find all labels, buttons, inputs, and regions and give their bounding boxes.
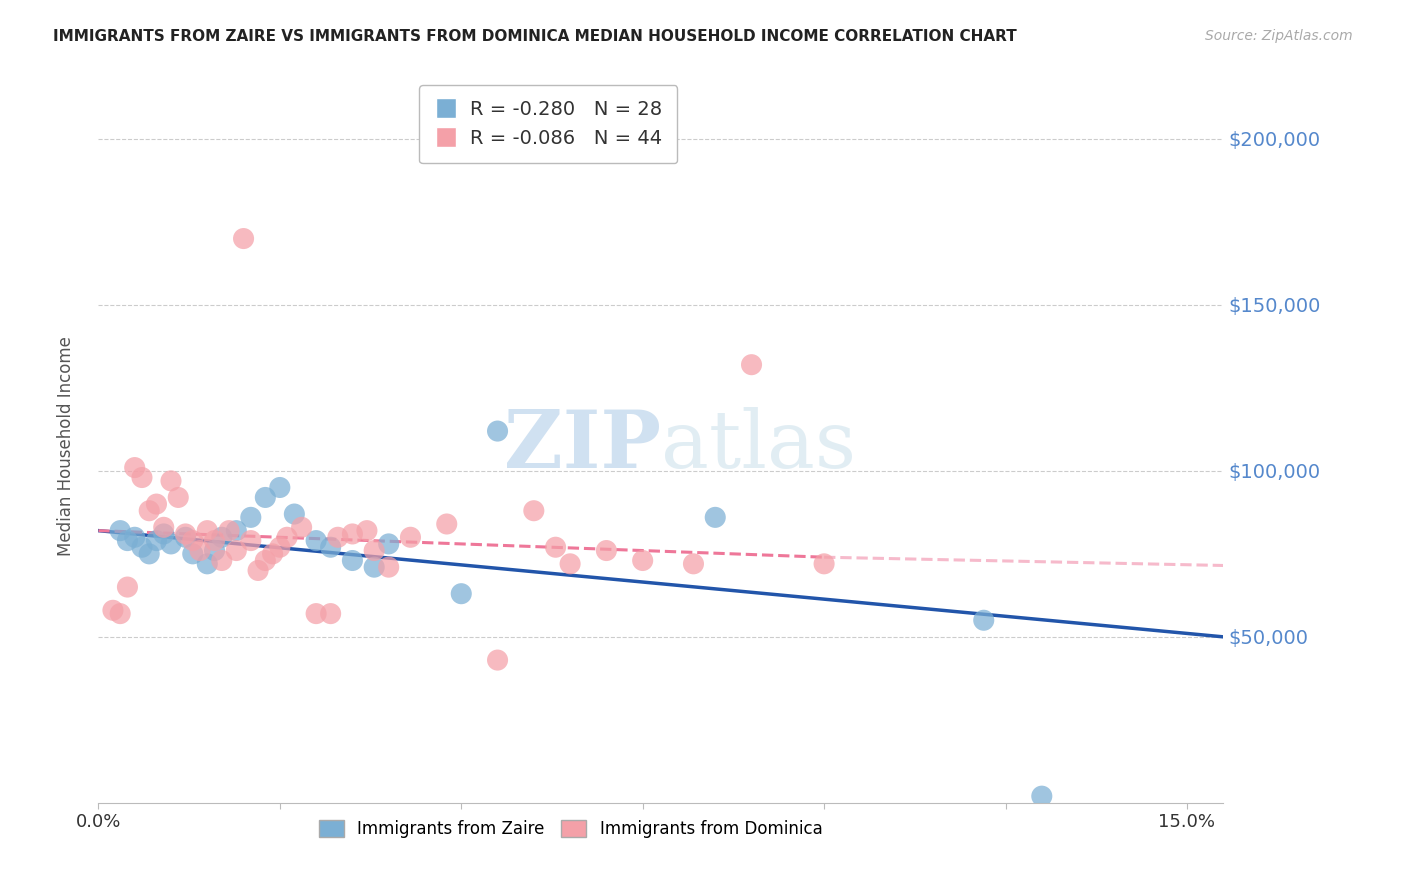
Point <box>254 491 277 505</box>
Point <box>124 460 146 475</box>
Point <box>595 543 617 558</box>
Point <box>232 231 254 245</box>
Point <box>247 564 270 578</box>
Point <box>356 524 378 538</box>
Point <box>204 533 226 548</box>
Point <box>399 530 422 544</box>
Point <box>631 553 654 567</box>
Point <box>813 557 835 571</box>
Point <box>117 580 139 594</box>
Point <box>377 537 399 551</box>
Point <box>195 557 218 571</box>
Point <box>108 607 131 621</box>
Text: Source: ZipAtlas.com: Source: ZipAtlas.com <box>1205 29 1353 43</box>
Point <box>450 587 472 601</box>
Point <box>211 553 233 567</box>
Point <box>225 524 247 538</box>
Point <box>131 470 153 484</box>
Point <box>117 533 139 548</box>
Point <box>225 543 247 558</box>
Point <box>305 533 328 548</box>
Y-axis label: Median Household Income: Median Household Income <box>56 336 75 556</box>
Text: atlas: atlas <box>661 407 856 485</box>
Point <box>319 540 342 554</box>
Point <box>704 510 727 524</box>
Point <box>326 530 349 544</box>
Legend: Immigrants from Zaire, Immigrants from Dominica: Immigrants from Zaire, Immigrants from D… <box>312 813 830 845</box>
Point <box>283 507 305 521</box>
Point <box>152 527 174 541</box>
Point <box>160 537 183 551</box>
Point <box>181 533 204 548</box>
Point <box>544 540 567 554</box>
Point <box>319 607 342 621</box>
Text: ZIP: ZIP <box>503 407 661 485</box>
Point <box>181 547 204 561</box>
Point <box>138 547 160 561</box>
Point <box>436 516 458 531</box>
Point <box>152 520 174 534</box>
Point <box>741 358 763 372</box>
Point <box>377 560 399 574</box>
Point <box>195 524 218 538</box>
Point <box>269 481 291 495</box>
Point <box>131 540 153 554</box>
Text: IMMIGRANTS FROM ZAIRE VS IMMIGRANTS FROM DOMINICA MEDIAN HOUSEHOLD INCOME CORREL: IMMIGRANTS FROM ZAIRE VS IMMIGRANTS FROM… <box>53 29 1017 44</box>
Point <box>269 540 291 554</box>
Point <box>486 653 509 667</box>
Point <box>276 530 298 544</box>
Point <box>523 504 546 518</box>
Point <box>342 527 364 541</box>
Point <box>108 524 131 538</box>
Point <box>363 543 385 558</box>
Point <box>174 530 197 544</box>
Point <box>174 527 197 541</box>
Point <box>262 547 284 561</box>
Point <box>558 557 581 571</box>
Point <box>167 491 190 505</box>
Point <box>145 533 167 548</box>
Point <box>138 504 160 518</box>
Point <box>124 530 146 544</box>
Point <box>239 533 262 548</box>
Point <box>145 497 167 511</box>
Point <box>211 530 233 544</box>
Point <box>305 607 328 621</box>
Point <box>1031 789 1053 804</box>
Point <box>160 474 183 488</box>
Point <box>188 543 211 558</box>
Point <box>973 613 995 627</box>
Point <box>486 424 509 438</box>
Point <box>291 520 314 534</box>
Point <box>204 543 226 558</box>
Point <box>363 560 385 574</box>
Point <box>218 524 240 538</box>
Point <box>342 553 364 567</box>
Point <box>682 557 704 571</box>
Point <box>254 553 277 567</box>
Point <box>101 603 124 617</box>
Point <box>239 510 262 524</box>
